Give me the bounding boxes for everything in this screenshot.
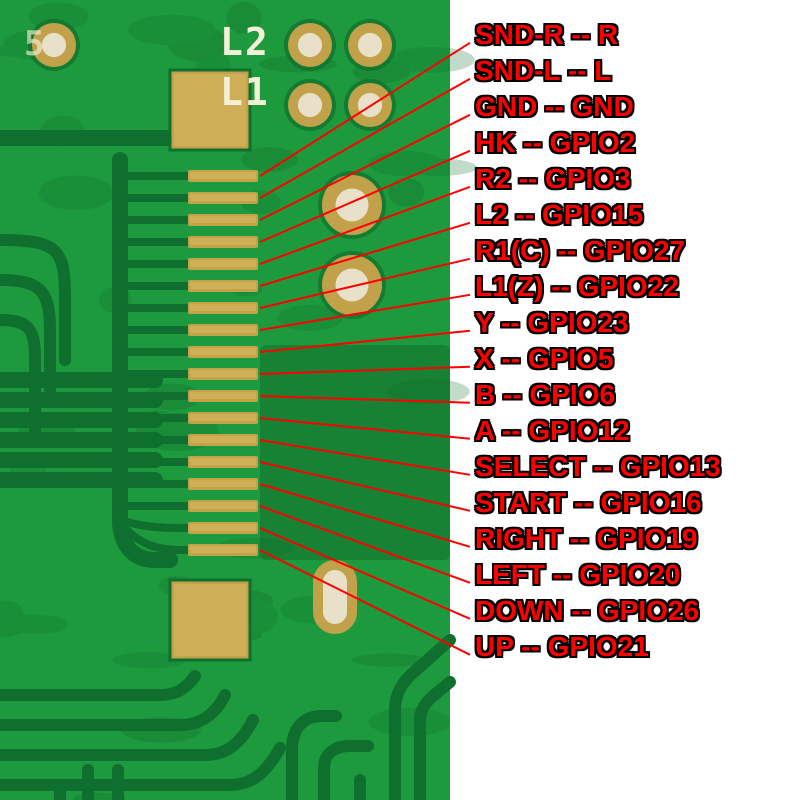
pin-gpio: GPIO27 [584,235,685,266]
pin-gpio: L [594,55,611,86]
pin-gpio: GPIO22 [578,271,679,302]
pin-separator: -- [511,163,545,194]
pin-gpio: GPIO15 [542,199,643,230]
pin-gpio: GPIO13 [620,451,721,482]
pin-signal: Y [475,307,493,338]
pin-signal: R2 [475,163,511,194]
pin-signal: HK [475,127,515,158]
pin-separator: -- [564,595,598,626]
pin-gpio: R [598,19,618,50]
pin-signal: R1(C) [475,235,550,266]
pin-signal: X [475,343,494,374]
pin-separator: -- [537,91,571,122]
pin-label: SND-L -- L [475,55,611,87]
pin-signal: DOWN [475,595,564,626]
pin-gpio: GPIO19 [596,523,697,554]
pin-separator: -- [545,559,579,590]
pin-label: SND-R -- R [475,19,618,51]
pin-gpio: GPIO21 [548,631,649,662]
pin-gpio: GPIO20 [579,559,680,590]
pin-separator: -- [515,127,549,158]
pin-label: B -- GPIO6 [475,379,615,411]
pin-separator: -- [513,631,547,662]
pin-separator: -- [550,235,584,266]
svg-text:5: 5 [24,24,44,64]
pin-separator: -- [566,487,600,518]
pin-separator: -- [564,19,598,50]
pin-label: R1(C) -- GPIO27 [475,235,685,267]
pin-gpio: GPIO23 [527,307,628,338]
pin-signal: B [475,379,495,410]
pin-gpio: GPIO12 [528,415,629,446]
pin-signal: SND-R [475,19,564,50]
pin-separator: -- [585,451,619,482]
pin-gpio: GPIO2 [550,127,636,158]
pin-gpio: GPIO3 [545,163,631,194]
pin-separator: -- [508,199,542,230]
pin-signal: RIGHT [475,523,562,554]
pin-signal: A [475,415,494,446]
pin-gpio: GPIO26 [598,595,699,626]
pin-label: UP -- GPIO21 [475,631,649,663]
pin-separator: -- [494,343,528,374]
pin-separator: -- [560,55,594,86]
pin-signal: LEFT [475,559,545,590]
pin-label: DOWN -- GPIO26 [475,595,699,627]
pin-label: SELECT -- GPIO13 [475,451,721,483]
svg-text:L1: L1 [220,70,270,114]
pin-gpio: GPIO6 [529,379,615,410]
pin-gpio: GPIO5 [528,343,614,374]
pin-signal: GND [475,91,537,122]
pin-separator: -- [495,379,529,410]
pinout-diagram: L2 L1 5 SND-R -- R SND-L -- L GND -- GND HK --… [0,0,800,800]
pin-signal: START [475,487,566,518]
pin-label: L1(Z) -- GPIO22 [475,271,679,303]
pin-label: X -- GPIO5 [475,343,614,375]
pin-label: LEFT -- GPIO20 [475,559,680,591]
svg-text:L2: L2 [220,20,270,64]
pin-label: RIGHT -- GPIO19 [475,523,698,555]
pin-separator: -- [493,307,527,338]
pin-label: GND -- GND [475,91,634,123]
pin-label: Y -- GPIO23 [475,307,629,339]
pin-separator: -- [494,415,528,446]
pin-label: L2 -- GPIO15 [475,199,643,231]
pin-label: R2 -- GPIO3 [475,163,631,195]
pin-label: START -- GPIO16 [475,487,702,519]
pin-separator: -- [543,271,577,302]
pin-label: HK -- GPIO2 [475,127,635,159]
pin-gpio: GPIO16 [600,487,701,518]
pin-signal: UP [475,631,513,662]
pin-signal: SND-L [475,55,560,86]
pin-signal: SELECT [475,451,585,482]
pin-separator: -- [562,523,596,554]
pin-label: A -- GPIO12 [475,415,630,447]
pin-signal: L1(Z) [475,271,543,302]
pin-gpio: GND [571,91,633,122]
pin-signal: L2 [475,199,508,230]
